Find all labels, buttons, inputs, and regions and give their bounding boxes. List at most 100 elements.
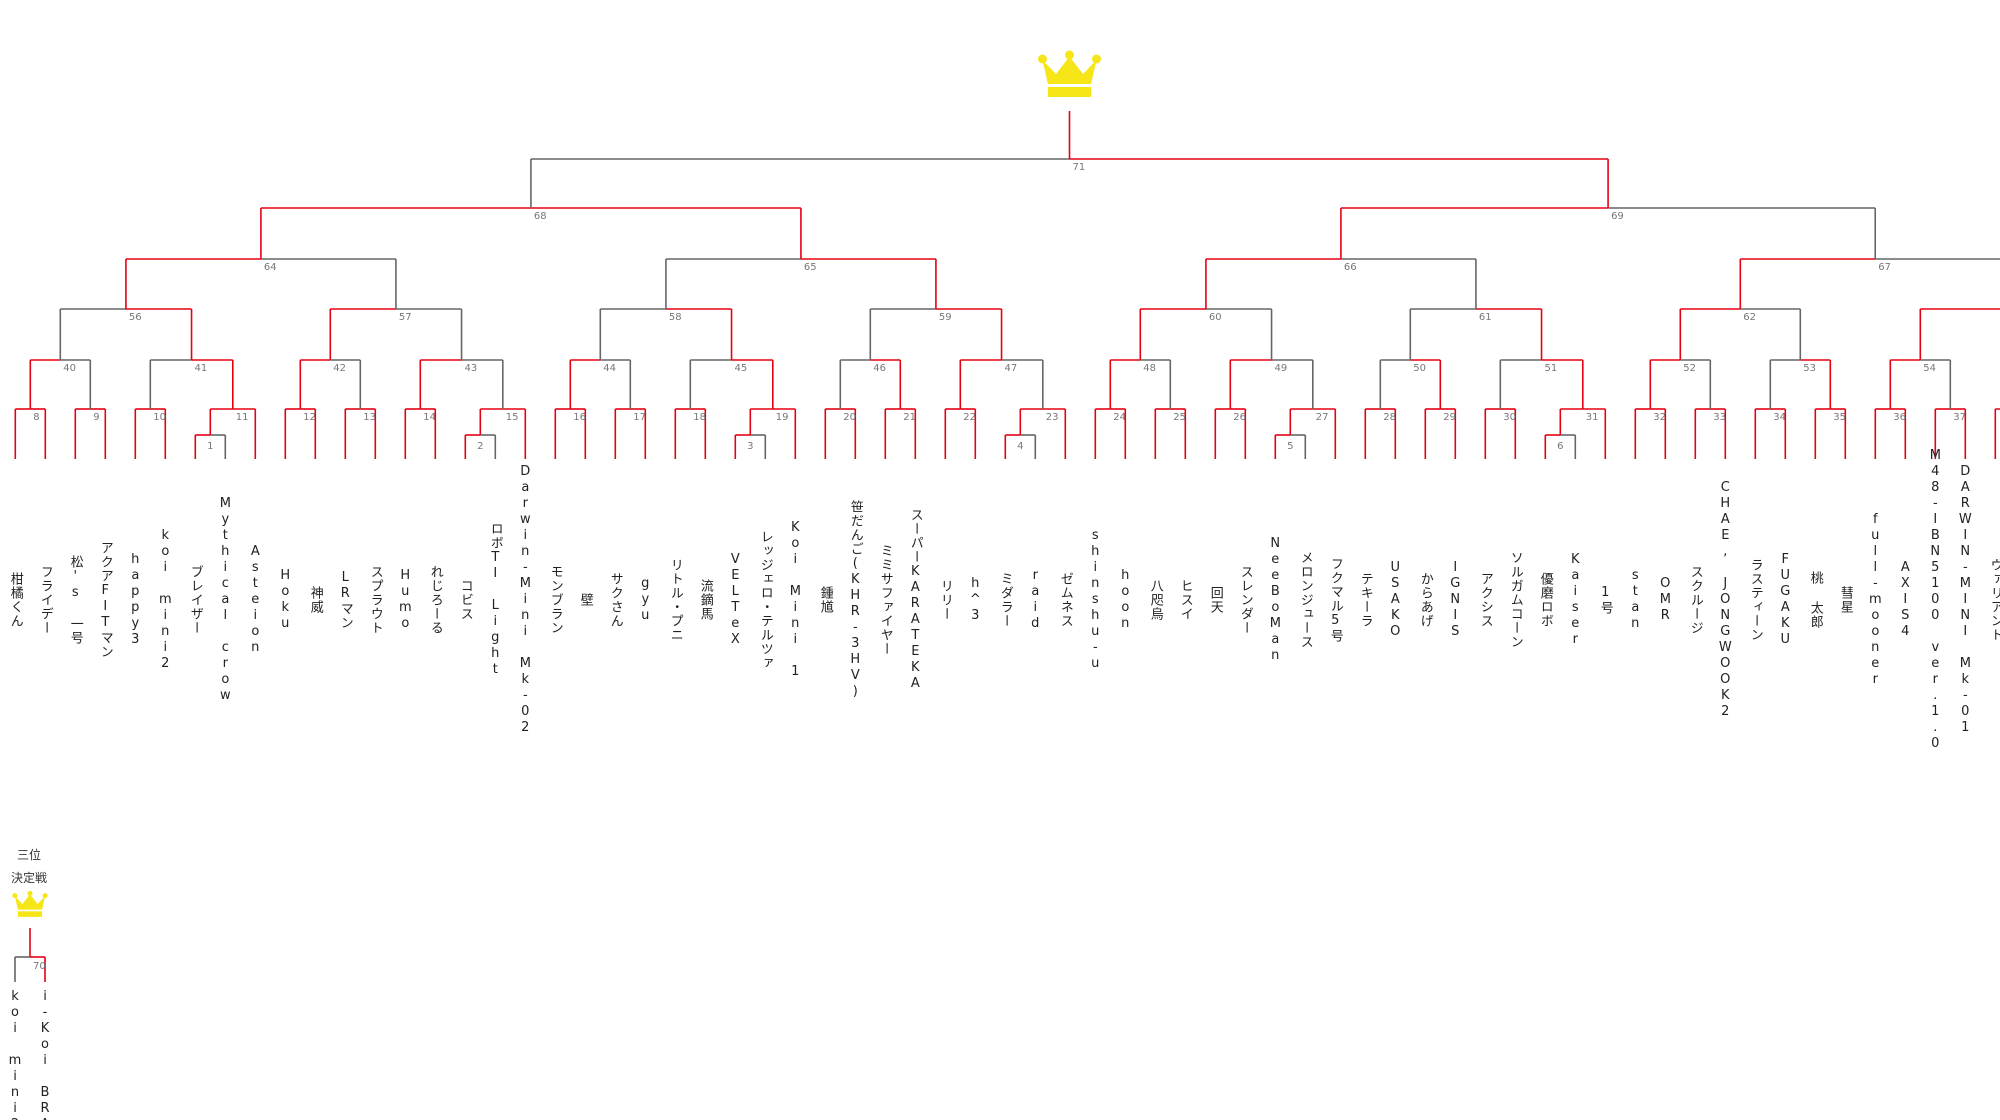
crown xyxy=(1092,54,1101,64)
player-name: koi mini2 xyxy=(157,528,173,672)
player-name: Hoku xyxy=(277,568,293,632)
player-name: レッジェロ・テルツァ xyxy=(757,530,773,670)
player-name: リリー xyxy=(937,579,953,621)
match-number: 8 xyxy=(33,412,39,423)
match-number: 41 xyxy=(195,363,208,374)
player-name: ヒスイ xyxy=(1177,579,1193,621)
match-number: 35 xyxy=(1833,412,1846,423)
match-number: 70 xyxy=(33,961,46,972)
player-name: ラスティーン xyxy=(1747,558,1763,642)
match-number: 37 xyxy=(1953,412,1966,423)
match-number: 71 xyxy=(1073,162,1086,173)
match-number: 5 xyxy=(1287,441,1293,452)
player-name: 柑橘くん xyxy=(7,572,23,628)
player-name: ミダラー xyxy=(997,572,1013,628)
match-number: 48 xyxy=(1143,363,1156,374)
match-number: 10 xyxy=(153,412,166,423)
match-number: 61 xyxy=(1479,312,1492,323)
crown xyxy=(1042,56,1097,84)
player-name: メロンジュース xyxy=(1297,551,1313,649)
match-number: 33 xyxy=(1713,412,1726,423)
player-name: full-mooner xyxy=(1867,512,1883,688)
match-number: 67 xyxy=(1878,262,1891,273)
match-number: 51 xyxy=(1545,363,1558,374)
match-number: 69 xyxy=(1611,211,1624,222)
match-number: 15 xyxy=(506,412,519,423)
player-name: 流鏑馬 xyxy=(697,579,713,621)
player-name: USAKO xyxy=(1387,560,1403,640)
match-number: 62 xyxy=(1743,312,1756,323)
match-number: 32 xyxy=(1653,412,1666,423)
crown xyxy=(1038,54,1047,64)
match-number: 22 xyxy=(963,412,976,423)
player-name: 壁 xyxy=(577,593,593,607)
match-number: 26 xyxy=(1233,412,1246,423)
player-name: ヴァリアント xyxy=(1987,558,2000,642)
player-name: 松's 一号 xyxy=(67,555,83,645)
player-name: サクさん xyxy=(607,572,623,628)
crown xyxy=(12,893,18,899)
player-name: コビス xyxy=(457,579,473,621)
match-number: 60 xyxy=(1209,312,1222,323)
match-number: 12 xyxy=(303,412,316,423)
player-name: raid xyxy=(1027,568,1043,632)
player-name: ソルガムコーン xyxy=(1507,551,1523,649)
match-number: 9 xyxy=(93,412,99,423)
player-name: hoon xyxy=(1117,568,1133,632)
player-name: アクシス xyxy=(1477,572,1493,628)
player-name: ロボTI Light xyxy=(487,522,503,678)
player-name: フライデー xyxy=(37,565,53,635)
player-name: CHAE, JONGWOOK2 xyxy=(1717,480,1733,720)
third-place-title: 三位 xyxy=(17,847,41,862)
player-name: ゼムネス xyxy=(1057,572,1073,628)
match-number: 13 xyxy=(363,412,376,423)
player-name: ブレイザー xyxy=(187,565,203,635)
match-number: 50 xyxy=(1413,363,1426,374)
player-name: gyu xyxy=(637,576,653,624)
match-number: 11 xyxy=(236,412,249,423)
match-number: 29 xyxy=(1443,412,1456,423)
match-number: 52 xyxy=(1683,363,1696,374)
player-name: i-Koi BRA xyxy=(37,989,53,1120)
match-number: 24 xyxy=(1113,412,1126,423)
match-number: 16 xyxy=(573,412,586,423)
player-name: れじろーる xyxy=(427,565,443,635)
match-number: 23 xyxy=(1046,412,1059,423)
match-number: 36 xyxy=(1893,412,1906,423)
match-number: 46 xyxy=(873,363,886,374)
match-number: 64 xyxy=(264,262,277,273)
match-number: 42 xyxy=(333,363,346,374)
match-number: 1 xyxy=(207,441,213,452)
match-number: 19 xyxy=(776,412,789,423)
crown xyxy=(27,890,33,896)
player-name: Mythical crow xyxy=(217,496,233,704)
match-number: 2 xyxy=(477,441,483,452)
match-number: 4 xyxy=(1017,441,1023,452)
match-number: 27 xyxy=(1316,412,1329,423)
player-name: 桃 太郎 xyxy=(1807,571,1823,629)
player-name: NeeBoMan xyxy=(1267,536,1283,664)
player-name: アクアFITマン xyxy=(97,541,113,659)
match-number: 47 xyxy=(1005,363,1018,374)
player-name: VELTeX xyxy=(727,552,743,648)
player-name: 1号 xyxy=(1597,585,1613,615)
match-number: 53 xyxy=(1803,363,1816,374)
match-number: 45 xyxy=(735,363,748,374)
player-name: 彗星 xyxy=(1837,586,1853,614)
player-name: 優磨ロボ xyxy=(1537,572,1553,628)
match-number: 68 xyxy=(534,211,547,222)
match-number: 49 xyxy=(1275,363,1288,374)
player-name: Darwin-Mini Mk-02 xyxy=(517,464,533,736)
crown xyxy=(42,893,48,899)
match-number: 34 xyxy=(1773,412,1786,423)
player-name: happy3 xyxy=(127,552,143,648)
player-name: スクルージ xyxy=(1687,565,1703,635)
match-number: 43 xyxy=(465,363,478,374)
player-name: Asteion xyxy=(247,544,263,656)
player-name: ミミサファイヤー xyxy=(877,544,893,656)
player-name: 神威 xyxy=(307,586,323,614)
player-name: 回天 xyxy=(1207,586,1223,614)
match-number: 30 xyxy=(1503,412,1516,423)
